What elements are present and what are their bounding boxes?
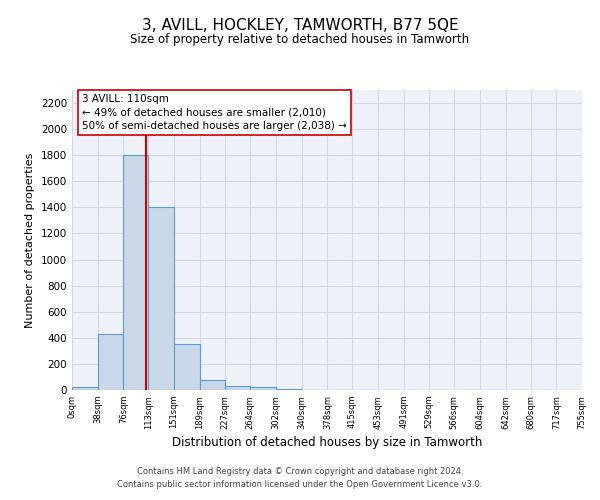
Text: Contains HM Land Registry data © Crown copyright and database right 2024.: Contains HM Land Registry data © Crown c…	[137, 467, 463, 476]
Bar	[174, 344, 200, 390]
Bar	[72, 388, 98, 390]
Bar	[250, 388, 276, 390]
Bar	[98, 334, 124, 390]
Y-axis label: Number of detached properties: Number of detached properties	[25, 152, 35, 328]
Text: Size of property relative to detached houses in Tamworth: Size of property relative to detached ho…	[130, 32, 470, 46]
Text: Contains public sector information licensed under the Open Government Licence v3: Contains public sector information licen…	[118, 480, 482, 489]
Bar	[226, 386, 250, 390]
Bar	[200, 380, 226, 390]
Bar	[124, 155, 148, 390]
Bar	[148, 208, 174, 390]
Text: 3, AVILL, HOCKLEY, TAMWORTH, B77 5QE: 3, AVILL, HOCKLEY, TAMWORTH, B77 5QE	[142, 18, 458, 32]
X-axis label: Distribution of detached houses by size in Tamworth: Distribution of detached houses by size …	[172, 436, 482, 449]
Text: 3 AVILL: 110sqm
← 49% of detached houses are smaller (2,010)
50% of semi-detache: 3 AVILL: 110sqm ← 49% of detached houses…	[82, 94, 347, 131]
